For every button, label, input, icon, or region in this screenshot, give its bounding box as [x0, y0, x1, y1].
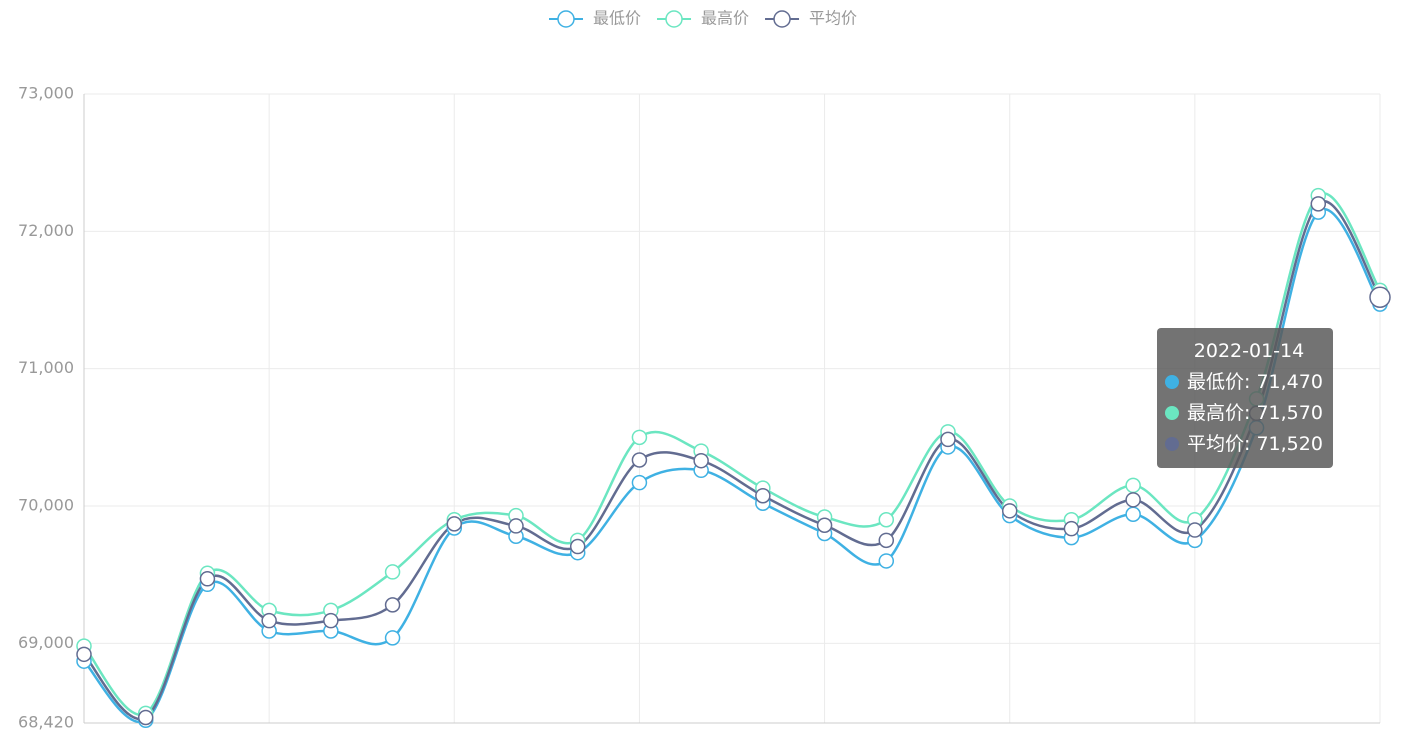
- legend-label: 平均价: [809, 9, 857, 28]
- tooltip: 2022-01-14 最低价: 71,470 最高价: 71,570 平均价: 71,…: [1157, 328, 1333, 468]
- tooltip-row: 最高价: 71,570: [1157, 398, 1333, 429]
- data-point: [816, 517, 833, 533]
- legend-label: 最高价: [701, 9, 749, 28]
- data-point: [878, 511, 895, 528]
- data-point: [755, 487, 771, 504]
- data-point: [878, 553, 895, 569]
- data-point: [940, 431, 956, 448]
- tooltip-series-name: 平均价: [1187, 433, 1245, 455]
- data-point: [569, 538, 586, 555]
- tooltip-series-name: 最低价: [1187, 371, 1245, 393]
- series-line: [83, 192, 1382, 717]
- tooltip-dot: [1165, 406, 1179, 420]
- legend-marker: [557, 10, 575, 28]
- legend-marker: [665, 10, 683, 28]
- y-tick-label: 68,420: [18, 713, 74, 732]
- data-point: [1063, 520, 1080, 537]
- data-point: [631, 474, 648, 491]
- legend-label: 最低价: [593, 9, 641, 28]
- data-point: [384, 564, 401, 580]
- data-point: [1125, 506, 1141, 522]
- data-point: [1125, 477, 1141, 494]
- y-tick-label: 71,000: [18, 358, 74, 377]
- tooltip-value: 71,520: [1256, 433, 1323, 455]
- data-point: [1001, 503, 1018, 519]
- data-point: [137, 709, 154, 726]
- tooltip-row: 最低价: 71,470: [1157, 367, 1333, 398]
- tooltip-dot: [1165, 375, 1179, 389]
- legend-marker: [773, 10, 791, 28]
- y-tick-label: 69,000: [18, 633, 74, 652]
- tooltip-title: 2022-01-14: [1193, 340, 1305, 362]
- y-tick-label: 70,000: [18, 496, 74, 515]
- data-point: [446, 516, 463, 532]
- data-point: [1310, 196, 1327, 212]
- data-point: [631, 452, 648, 468]
- tooltip-dot: [1165, 437, 1179, 451]
- y-tick-label: 73,000: [18, 84, 74, 103]
- data-point: [693, 452, 709, 469]
- data-point: [323, 612, 339, 629]
- tooltip-value: 71,570: [1256, 402, 1323, 424]
- data-point: [384, 630, 401, 646]
- data-point: [1125, 492, 1141, 508]
- y-tick-label: 72,000: [18, 221, 74, 240]
- data-point: [384, 597, 401, 613]
- data-point: [199, 571, 216, 587]
- data-point: [878, 532, 895, 549]
- tooltip-row: 平均价: 71,520: [1157, 429, 1333, 460]
- data-point: [76, 646, 92, 663]
- data-point: [1369, 286, 1391, 309]
- data-point: [631, 429, 648, 446]
- data-point: [1187, 522, 1203, 538]
- tooltip-series-name: 最高价: [1187, 402, 1245, 424]
- data-point: [261, 612, 277, 629]
- data-point: [508, 518, 524, 534]
- tooltip-value: 71,470: [1256, 371, 1323, 393]
